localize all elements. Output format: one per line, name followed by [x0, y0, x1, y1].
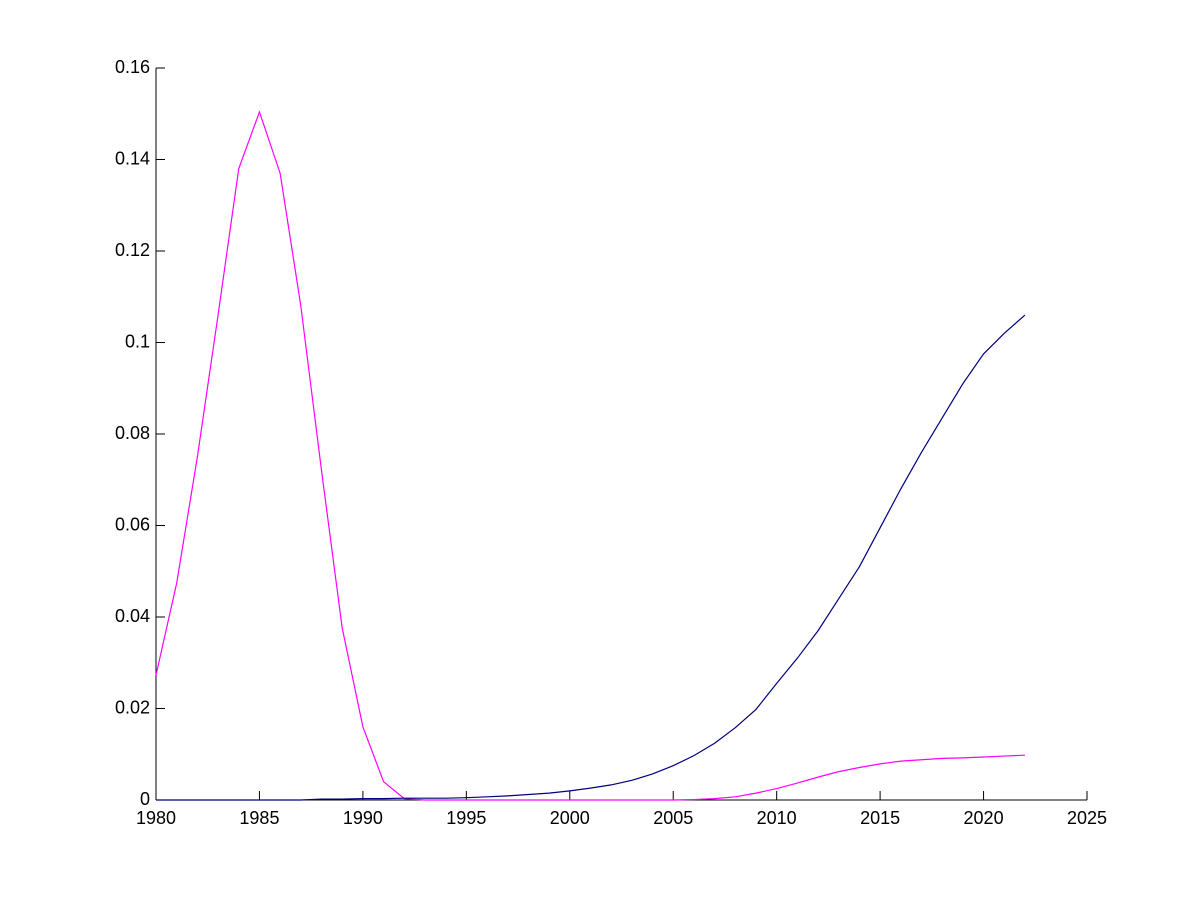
y-tick-label: 0.06	[115, 514, 150, 534]
x-tick-label: 2020	[964, 808, 1004, 828]
x-tick-label: 2025	[1067, 808, 1107, 828]
y-tick-label: 0.16	[115, 57, 150, 77]
y-tick-label: 0.04	[115, 606, 150, 626]
y-tick-label: 0.1	[125, 331, 150, 351]
x-tick-label: 2005	[653, 808, 693, 828]
y-tick-label: 0.08	[115, 423, 150, 443]
x-tick-label: 1990	[343, 808, 383, 828]
x-tick-label: 2015	[860, 808, 900, 828]
y-tick-label: 0.14	[115, 148, 150, 168]
y-tick-label: 0.12	[115, 240, 150, 260]
y-tick-label: 0	[140, 789, 150, 809]
x-tick-label: 1985	[239, 808, 279, 828]
x-tick-label: 1995	[446, 808, 486, 828]
y-tick-label: 0.02	[115, 697, 150, 717]
x-tick-label: 1980	[136, 808, 176, 828]
series-line	[156, 314, 1026, 801]
series-line	[155, 110, 1025, 801]
x-tick-label: 2010	[757, 808, 797, 828]
x-tick-label: 2000	[550, 808, 590, 828]
